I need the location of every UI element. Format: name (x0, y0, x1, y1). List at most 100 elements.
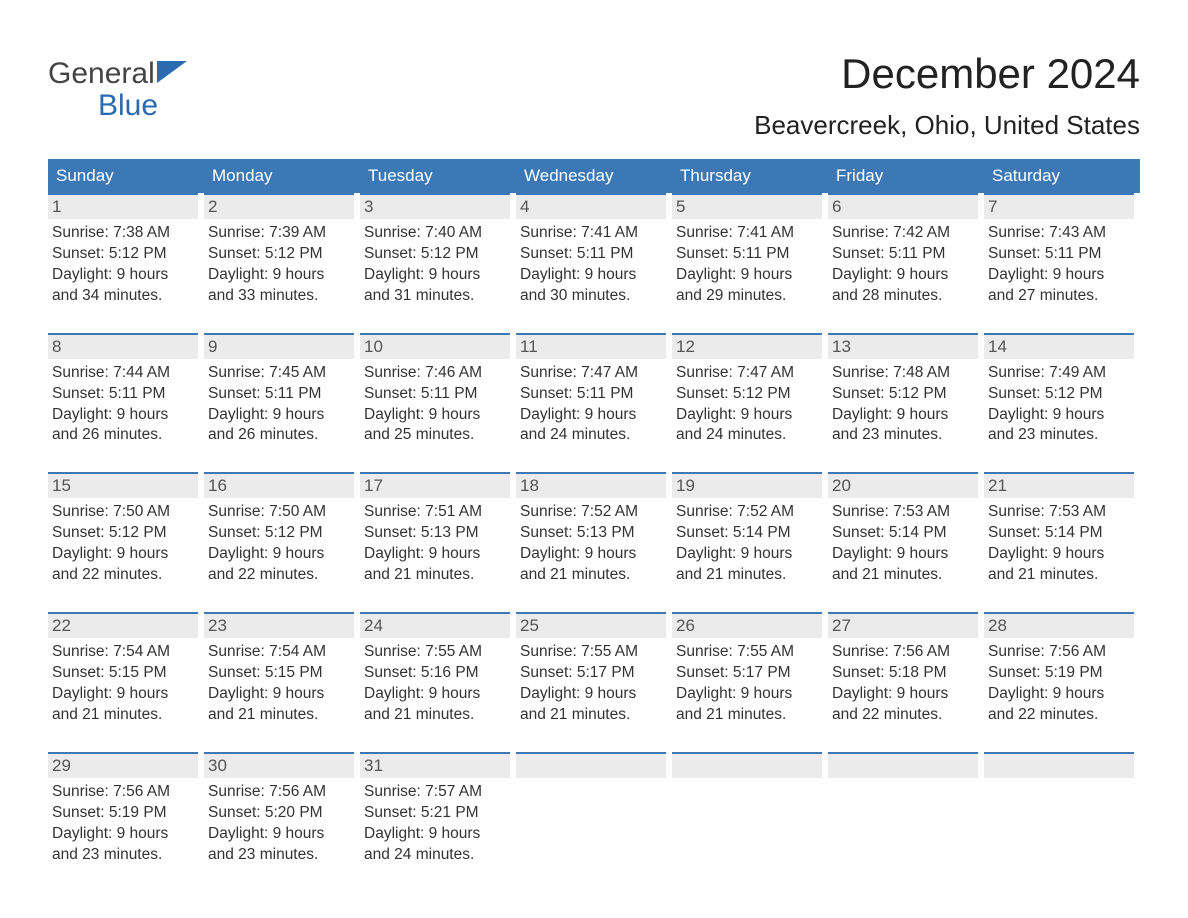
sunset-line: Sunset: 5:11 PM (520, 244, 662, 265)
sunset-line: Sunset: 5:14 PM (676, 523, 818, 544)
day-body: Sunrise: 7:50 AMSunset: 5:12 PMDaylight:… (48, 498, 198, 586)
sunrise-line: Sunrise: 7:52 AM (520, 502, 662, 523)
day-body: Sunrise: 7:40 AMSunset: 5:12 PMDaylight:… (360, 219, 510, 307)
sunset-line: Sunset: 5:12 PM (208, 523, 350, 544)
day-number: 11 (516, 333, 666, 359)
calendar-day: 30Sunrise: 7:56 AMSunset: 5:20 PMDayligh… (204, 752, 360, 866)
page-title: December 2024 (754, 50, 1140, 98)
daylight-line-2: and 22 minutes. (832, 705, 974, 726)
sunrise-line: Sunrise: 7:55 AM (676, 642, 818, 663)
logo-text-bottom: Blue (48, 90, 187, 122)
day-of-week-header: SundayMondayTuesdayWednesdayThursdayFrid… (48, 159, 1140, 193)
sunset-line: Sunset: 5:12 PM (208, 244, 350, 265)
day-body: Sunrise: 7:47 AMSunset: 5:11 PMDaylight:… (516, 359, 666, 447)
daylight-line-2: and 24 minutes. (676, 425, 818, 446)
daylight-line-1: Daylight: 9 hours (364, 265, 506, 286)
day-body: Sunrise: 7:52 AMSunset: 5:14 PMDaylight:… (672, 498, 822, 586)
day-body: Sunrise: 7:38 AMSunset: 5:12 PMDaylight:… (48, 219, 198, 307)
logo: General Blue (48, 58, 187, 121)
daylight-line-2: and 24 minutes. (520, 425, 662, 446)
daylight-line-1: Daylight: 9 hours (676, 405, 818, 426)
sunset-line: Sunset: 5:15 PM (52, 663, 194, 684)
weeks-container: 1Sunrise: 7:38 AMSunset: 5:12 PMDaylight… (48, 193, 1140, 865)
sunset-line: Sunset: 5:21 PM (364, 803, 506, 824)
calendar-day: 29Sunrise: 7:56 AMSunset: 5:19 PMDayligh… (48, 752, 204, 866)
daylight-line-2: and 21 minutes. (520, 705, 662, 726)
day-body: Sunrise: 7:56 AMSunset: 5:18 PMDaylight:… (828, 638, 978, 726)
calendar-day: 31Sunrise: 7:57 AMSunset: 5:21 PMDayligh… (360, 752, 516, 866)
dow-cell: Tuesday (360, 159, 516, 193)
sunset-line: Sunset: 5:12 PM (52, 244, 194, 265)
day-number: 5 (672, 193, 822, 219)
sunset-line: Sunset: 5:20 PM (208, 803, 350, 824)
calendar-day (828, 752, 984, 866)
daylight-line-1: Daylight: 9 hours (520, 265, 662, 286)
calendar-day: 14Sunrise: 7:49 AMSunset: 5:12 PMDayligh… (984, 333, 1140, 447)
daylight-line-1: Daylight: 9 hours (520, 684, 662, 705)
day-number: 4 (516, 193, 666, 219)
sunrise-line: Sunrise: 7:39 AM (208, 223, 350, 244)
calendar-day: 12Sunrise: 7:47 AMSunset: 5:12 PMDayligh… (672, 333, 828, 447)
daylight-line-2: and 22 minutes. (988, 705, 1130, 726)
dow-cell: Saturday (984, 159, 1140, 193)
day-number: 26 (672, 612, 822, 638)
sunrise-line: Sunrise: 7:56 AM (52, 782, 194, 803)
sunrise-line: Sunrise: 7:40 AM (364, 223, 506, 244)
day-number: 16 (204, 472, 354, 498)
day-number: 6 (828, 193, 978, 219)
sunset-line: Sunset: 5:12 PM (364, 244, 506, 265)
sunset-line: Sunset: 5:11 PM (208, 384, 350, 405)
day-number (984, 752, 1134, 778)
sunset-line: Sunset: 5:11 PM (832, 244, 974, 265)
day-body: Sunrise: 7:56 AMSunset: 5:20 PMDaylight:… (204, 778, 354, 866)
day-body: Sunrise: 7:47 AMSunset: 5:12 PMDaylight:… (672, 359, 822, 447)
daylight-line-1: Daylight: 9 hours (364, 684, 506, 705)
day-number: 7 (984, 193, 1134, 219)
daylight-line-2: and 21 minutes. (52, 705, 194, 726)
calendar-day: 18Sunrise: 7:52 AMSunset: 5:13 PMDayligh… (516, 472, 672, 586)
daylight-line-1: Daylight: 9 hours (832, 265, 974, 286)
daylight-line-2: and 21 minutes. (832, 565, 974, 586)
daylight-line-1: Daylight: 9 hours (208, 405, 350, 426)
calendar-week: 15Sunrise: 7:50 AMSunset: 5:12 PMDayligh… (48, 472, 1140, 586)
sunrise-line: Sunrise: 7:47 AM (676, 363, 818, 384)
sunrise-line: Sunrise: 7:43 AM (988, 223, 1130, 244)
calendar-day: 1Sunrise: 7:38 AMSunset: 5:12 PMDaylight… (48, 193, 204, 307)
sunset-line: Sunset: 5:19 PM (988, 663, 1130, 684)
day-number: 3 (360, 193, 510, 219)
daylight-line-1: Daylight: 9 hours (676, 684, 818, 705)
sunrise-line: Sunrise: 7:57 AM (364, 782, 506, 803)
calendar-week: 22Sunrise: 7:54 AMSunset: 5:15 PMDayligh… (48, 612, 1140, 726)
sunrise-line: Sunrise: 7:42 AM (832, 223, 974, 244)
day-body: Sunrise: 7:41 AMSunset: 5:11 PMDaylight:… (516, 219, 666, 307)
daylight-line-1: Daylight: 9 hours (52, 544, 194, 565)
calendar-day: 26 Sunrise: 7:55 AMSunset: 5:17 PMDayligh… (672, 612, 828, 726)
calendar-day: 24Sunrise: 7:55 AMSunset: 5:16 PMDayligh… (360, 612, 516, 726)
sunrise-line: Sunrise: 7:55 AM (364, 642, 506, 663)
daylight-line-1: Daylight: 9 hours (988, 684, 1130, 705)
daylight-line-1: Daylight: 9 hours (52, 824, 194, 845)
daylight-line-2: and 21 minutes. (364, 565, 506, 586)
calendar-week: 8Sunrise: 7:44 AMSunset: 5:11 PMDaylight… (48, 333, 1140, 447)
day-body: Sunrise: 7:56 AMSunset: 5:19 PMDaylight:… (984, 638, 1134, 726)
day-number: 29 (48, 752, 198, 778)
sunrise-line: Sunrise: 7:51 AM (364, 502, 506, 523)
day-number: 1 (48, 193, 198, 219)
calendar-day: 11Sunrise: 7:47 AMSunset: 5:11 PMDayligh… (516, 333, 672, 447)
day-body: Sunrise: 7:49 AMSunset: 5:12 PMDaylight:… (984, 359, 1134, 447)
day-body: Sunrise: 7:56 AMSunset: 5:19 PMDaylight:… (48, 778, 198, 866)
day-number (672, 752, 822, 778)
sunset-line: Sunset: 5:15 PM (208, 663, 350, 684)
daylight-line-2: and 30 minutes. (520, 286, 662, 307)
calendar-day: 10Sunrise: 7:46 AMSunset: 5:11 PMDayligh… (360, 333, 516, 447)
day-number (828, 752, 978, 778)
sunset-line: Sunset: 5:12 PM (676, 384, 818, 405)
daylight-line-2: and 26 minutes. (52, 425, 194, 446)
sunset-line: Sunset: 5:17 PM (676, 663, 818, 684)
daylight-line-1: Daylight: 9 hours (676, 544, 818, 565)
day-number: 17 (360, 472, 510, 498)
calendar-day: 15Sunrise: 7:50 AMSunset: 5:12 PMDayligh… (48, 472, 204, 586)
sunset-line: Sunset: 5:11 PM (988, 244, 1130, 265)
sunrise-line: Sunrise: 7:46 AM (364, 363, 506, 384)
day-number: 18 (516, 472, 666, 498)
